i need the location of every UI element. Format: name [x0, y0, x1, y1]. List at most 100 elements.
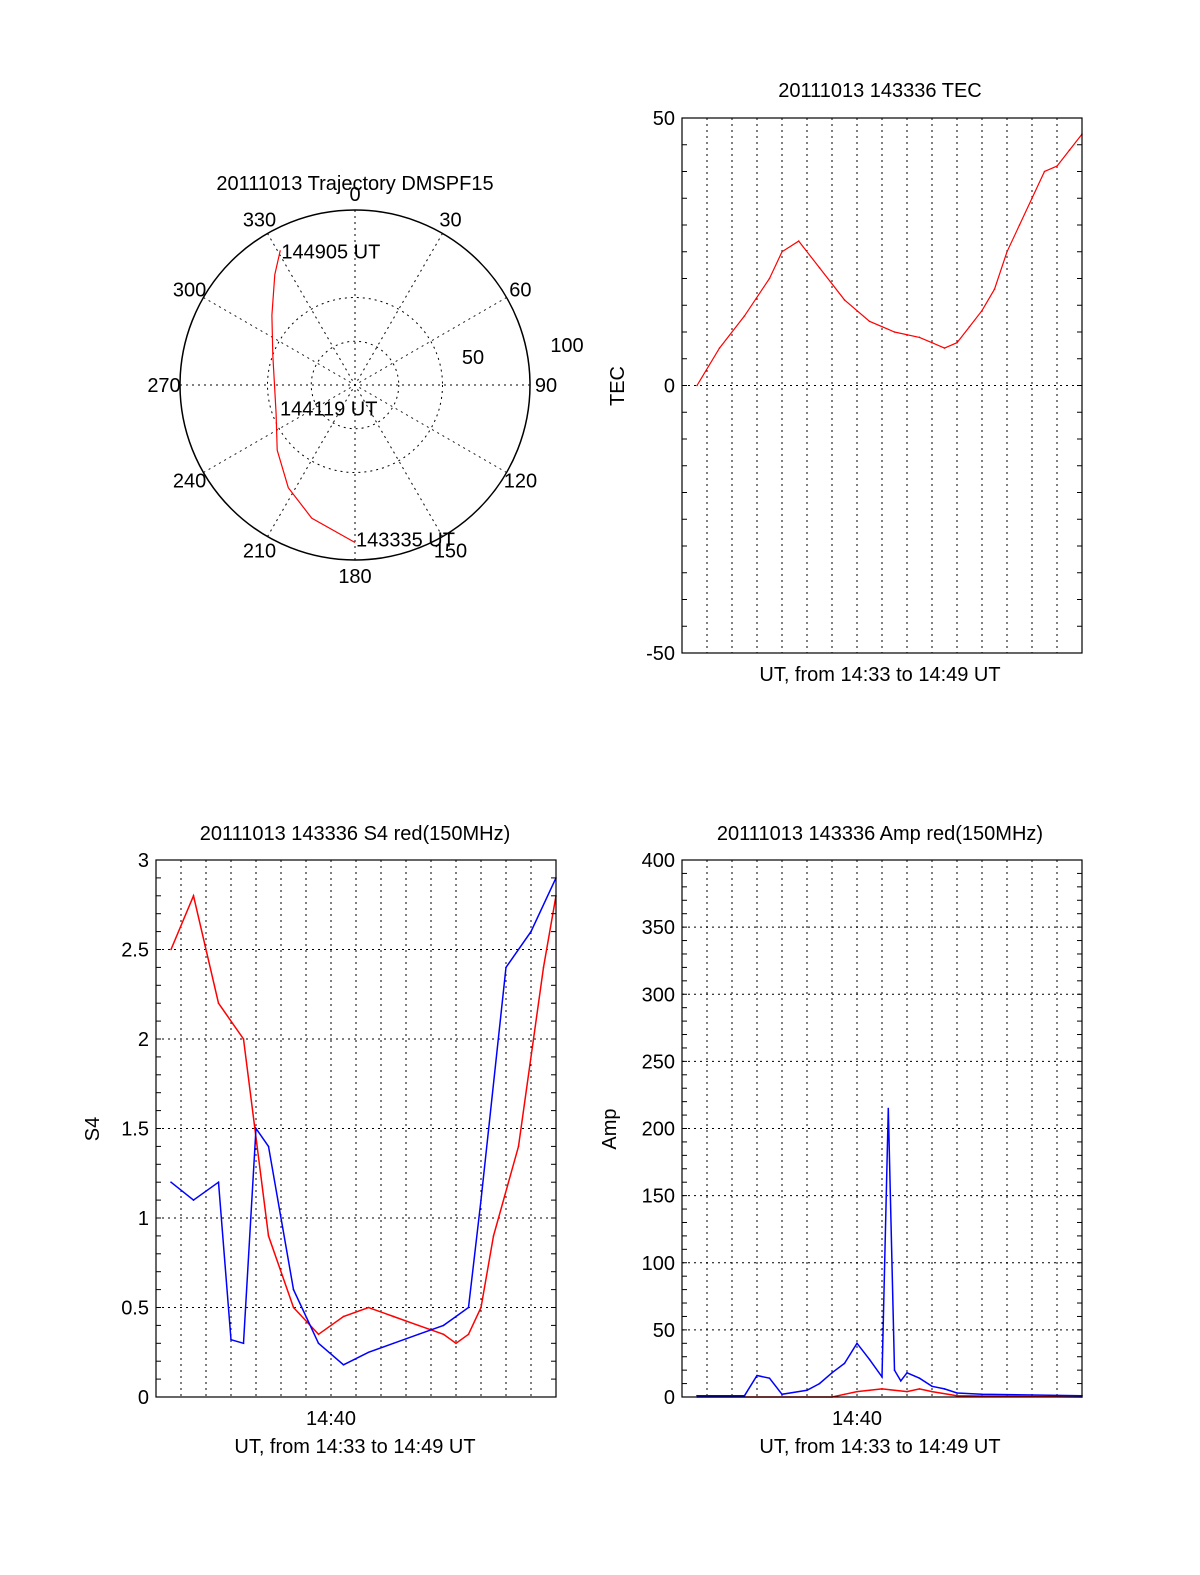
amp-series-blue — [697, 1108, 1083, 1397]
polar-trajectory-plot: 20111013 Trajectory DMSPF15 0 30 60 90 120 15… — [147, 173, 583, 588]
amp-series-red — [697, 1388, 1083, 1398]
amp-point — [931, 1390, 933, 1393]
tec-point — [1043, 170, 1046, 173]
amp-point — [899, 1380, 902, 1382]
polar-annotation: 143335 UT — [356, 530, 455, 552]
s4-point — [367, 1351, 370, 1354]
polar-annotation: 144119 UT — [280, 399, 377, 421]
tec-point — [718, 347, 721, 349]
tec-point — [768, 277, 771, 280]
polar-angle-label: 210 — [243, 540, 276, 562]
amp-point — [931, 1385, 933, 1388]
tec-point — [743, 315, 746, 317]
polar-spoke-150 — [267, 233, 443, 537]
tec-point — [981, 309, 983, 312]
tec-point — [956, 341, 958, 344]
tec-point — [818, 267, 821, 269]
amp-ytick-label: 300 — [642, 984, 675, 1006]
polar-angle-labels: 0 30 60 90 120 150 180 210 240 270 300 330 — [147, 184, 557, 588]
tec-grid — [682, 118, 1082, 653]
s4-point — [392, 1342, 395, 1345]
tec-point — [943, 347, 946, 349]
tec-xlabel: UT, from 14:33 to 14:49 UT — [759, 664, 1000, 686]
s4-point — [442, 1333, 445, 1336]
tec-point — [868, 320, 871, 323]
amp-point — [856, 1390, 858, 1393]
s4-ytick-label: 2.5 — [121, 940, 149, 962]
s4-plot: 20111013 143336 S4 red(150MHz) UT, from … — [82, 823, 557, 1458]
s4-point — [392, 1315, 395, 1318]
tec-point — [781, 250, 783, 253]
tec-ylabel: TEC — [607, 366, 629, 406]
tec-ytick-label: -50 — [646, 643, 675, 665]
s4-point — [530, 930, 532, 933]
amp-point — [881, 1388, 883, 1390]
amp-point — [843, 1393, 846, 1396]
s4-point — [417, 1333, 420, 1336]
tec-point — [1056, 165, 1058, 167]
amp-point — [818, 1382, 821, 1385]
polar-annotation: 144905 UT — [281, 241, 380, 263]
tec-title: 20111013 143336 TEC — [778, 80, 982, 102]
s4-point — [170, 948, 172, 951]
s4-series — [170, 877, 557, 1366]
amp-point — [868, 1389, 871, 1392]
s4-point — [267, 1235, 270, 1237]
polar-trajectory-series — [271, 250, 356, 544]
s4-point — [442, 1324, 445, 1327]
polar-grid — [179, 209, 531, 561]
amp-point — [956, 1392, 958, 1394]
tec-point — [1006, 250, 1008, 253]
amp-ytick-label: 250 — [642, 1051, 675, 1073]
amp-ytick-label: 200 — [642, 1119, 675, 1141]
s4-ytick-label: 2 — [138, 1029, 149, 1051]
s4-ytick-label: 0 — [138, 1387, 149, 1409]
tec-ytick-label: 0 — [664, 376, 675, 398]
s4-point — [417, 1324, 420, 1327]
amp-frame — [681, 859, 1083, 1398]
s4-series-red — [170, 893, 557, 1345]
s4-xtick-label: 14:40 — [306, 1408, 356, 1430]
tec-series — [696, 133, 1083, 387]
polar-angle-label: 60 — [509, 280, 531, 302]
tec-point — [843, 299, 846, 301]
amp-ytick-label: 50 — [653, 1320, 675, 1342]
s4-tick-labels: 0 0.5 1 1.5 2 2.5 3 14:40 — [121, 850, 556, 1430]
tec-plot: 20111013 143336 TEC UT, from 14:33 to 14… — [607, 80, 1083, 686]
amp-point — [893, 1389, 896, 1392]
s4-point — [170, 1181, 172, 1183]
s4-title: 20111013 143336 S4 red(150MHz) — [200, 823, 511, 845]
amp-point — [743, 1394, 746, 1397]
amp-point — [887, 1107, 890, 1110]
polar-grid-circle-25 — [310, 340, 400, 430]
amp-ytick-label: 400 — [642, 850, 675, 872]
amp-point — [981, 1393, 983, 1396]
tec-point — [893, 331, 896, 333]
s4-point — [242, 1342, 245, 1345]
amp-point — [918, 1388, 921, 1390]
polar-annotations: 144905 UT 144119 UT 143335 UT — [280, 241, 455, 551]
tec-tick-labels: -50 0 50 — [646, 108, 1082, 665]
amp-point — [956, 1394, 958, 1397]
s4-ytick-label: 3 — [138, 850, 149, 872]
s4-ytick-label: 1 — [138, 1208, 149, 1230]
polar-angle-label: 180 — [338, 566, 371, 588]
polar-angle-label: 300 — [173, 280, 206, 302]
amp-xtick-label: 14:40 — [832, 1408, 882, 1430]
amp-point — [756, 1374, 758, 1377]
polar-angle-label: 240 — [173, 471, 206, 493]
polar-angle-label: 0 — [349, 184, 360, 206]
tec-point — [1068, 149, 1071, 151]
tec-point — [1018, 224, 1021, 226]
amp-point — [868, 1358, 871, 1361]
s4-point — [317, 1333, 320, 1336]
s4-point — [467, 1306, 470, 1309]
s4-point — [480, 1306, 482, 1309]
amp-ylabel: Amp — [599, 1108, 621, 1149]
amp-point — [831, 1372, 833, 1374]
s4-point — [505, 966, 507, 969]
tec-point — [918, 336, 921, 339]
polar-title: 20111013 Trajectory DMSPF15 — [216, 173, 493, 195]
polar-radius-labels: 50 100 — [462, 335, 584, 369]
